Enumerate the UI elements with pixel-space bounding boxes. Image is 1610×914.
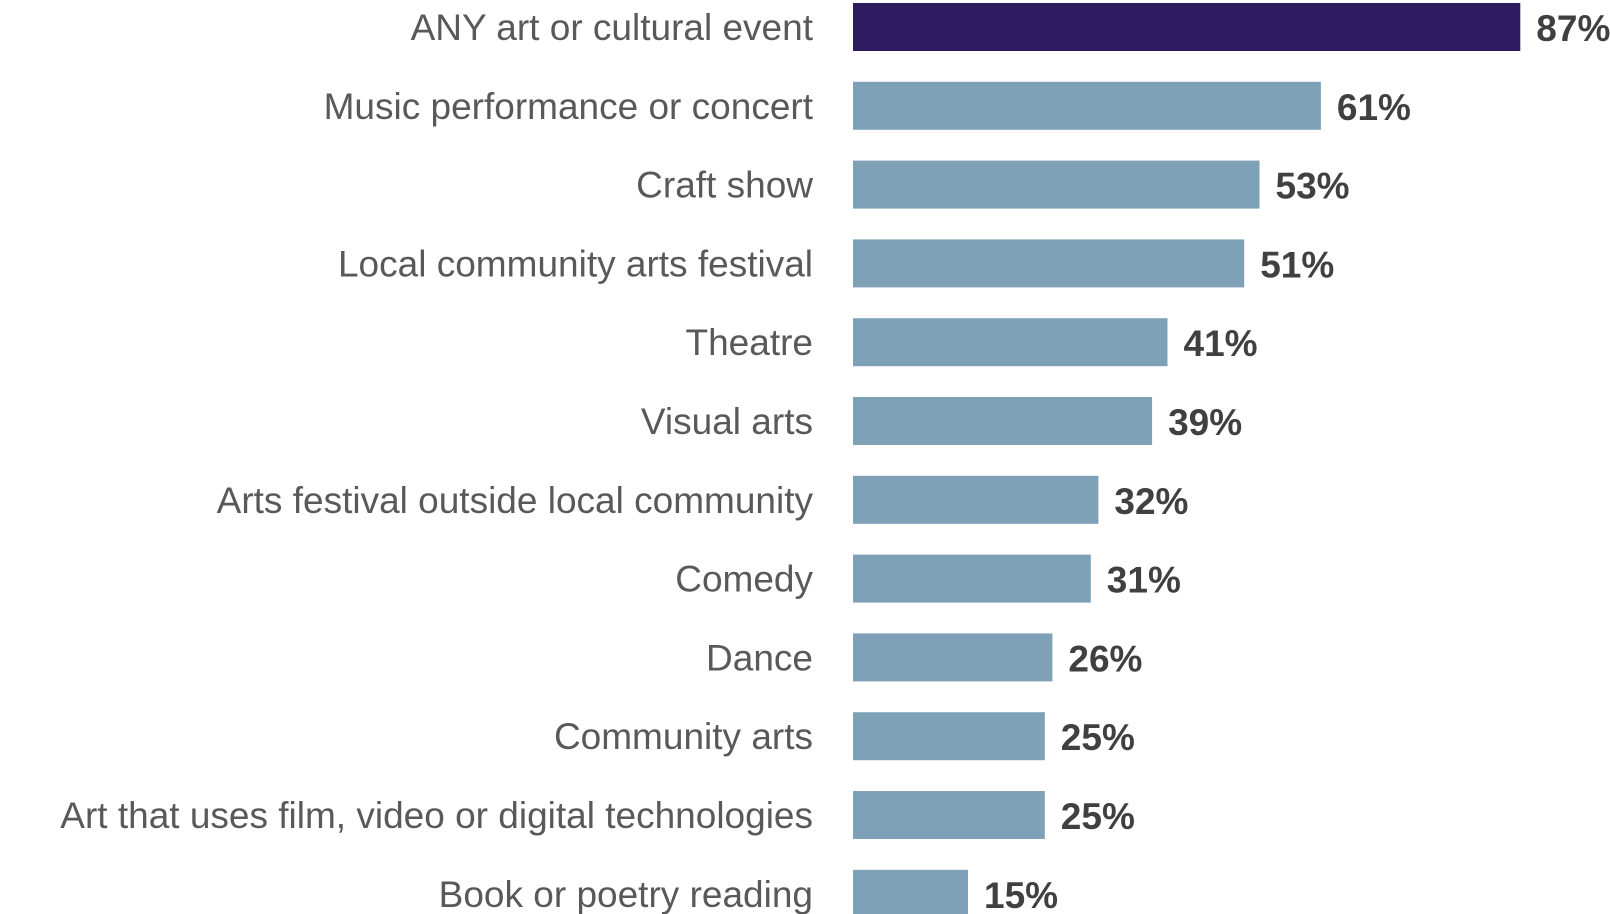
category-label-local-community-arts-festival: Local community arts festival [338, 243, 813, 284]
category-label-music-performance-or-concert: Music performance or concert [324, 86, 814, 127]
category-label-theatre: Theatre [685, 322, 813, 363]
category-label-art-that-uses-film-video-or-digital-technologies: Art that uses film, video or digital tec… [60, 795, 813, 836]
bar-comedy [853, 554, 1091, 603]
category-labels-group: ANY art or cultural event Music performan… [60, 7, 813, 914]
value-label-music-performance-or-concert: 61% [1337, 87, 1411, 128]
category-label-craft-show: Craft show [636, 165, 813, 206]
value-label-comedy: 31% [1107, 560, 1181, 601]
bar-theatre [853, 318, 1168, 367]
value-label-art-that-uses-film-video-or-digital-technologies: 25% [1061, 796, 1135, 837]
category-label-community-arts: Community arts [554, 716, 813, 757]
value-label-community-arts: 25% [1061, 717, 1135, 758]
bar-music-performance-or-concert [853, 81, 1321, 130]
bar-arts-festival-outside-local-community [853, 475, 1099, 524]
value-label-visual-arts: 39% [1168, 402, 1242, 443]
bar-book-or-poetry-reading [853, 869, 968, 914]
bar-local-community-arts-festival [853, 239, 1245, 288]
value-label-local-community-arts-festival: 51% [1260, 244, 1334, 285]
value-label-craft-show: 53% [1276, 166, 1350, 207]
bar-dance [853, 633, 1053, 682]
category-label-book-or-poetry-reading: Book or poetry reading [439, 874, 813, 914]
value-label-theatre: 41% [1184, 323, 1258, 364]
bar-art-that-uses-film-video-or-digital-technologies [853, 791, 1045, 839]
bars-group [853, 3, 1521, 914]
category-label-comedy: Comedy [675, 559, 813, 600]
category-label-dance: Dance [706, 637, 813, 678]
category-label-any-art-or-cultural-event: ANY art or cultural event [411, 7, 814, 48]
value-label-arts-festival-outside-local-community: 32% [1114, 481, 1188, 522]
value-label-dance: 26% [1068, 638, 1142, 679]
value-labels-group: 87%61%53%51%41%39%32%31%26%25%25%15% [984, 8, 1610, 914]
bar-any-art-or-cultural-event [853, 3, 1521, 51]
bar-visual-arts [853, 397, 1153, 445]
value-label-book-or-poetry-reading: 15% [984, 875, 1058, 914]
category-label-visual-arts: Visual arts [641, 401, 813, 442]
bar-community-arts [853, 712, 1045, 761]
category-label-arts-festival-outside-local-community: Arts festival outside local community [217, 480, 814, 521]
value-label-any-art-or-cultural-event: 87% [1536, 8, 1610, 49]
bar-craft-show [853, 160, 1260, 209]
